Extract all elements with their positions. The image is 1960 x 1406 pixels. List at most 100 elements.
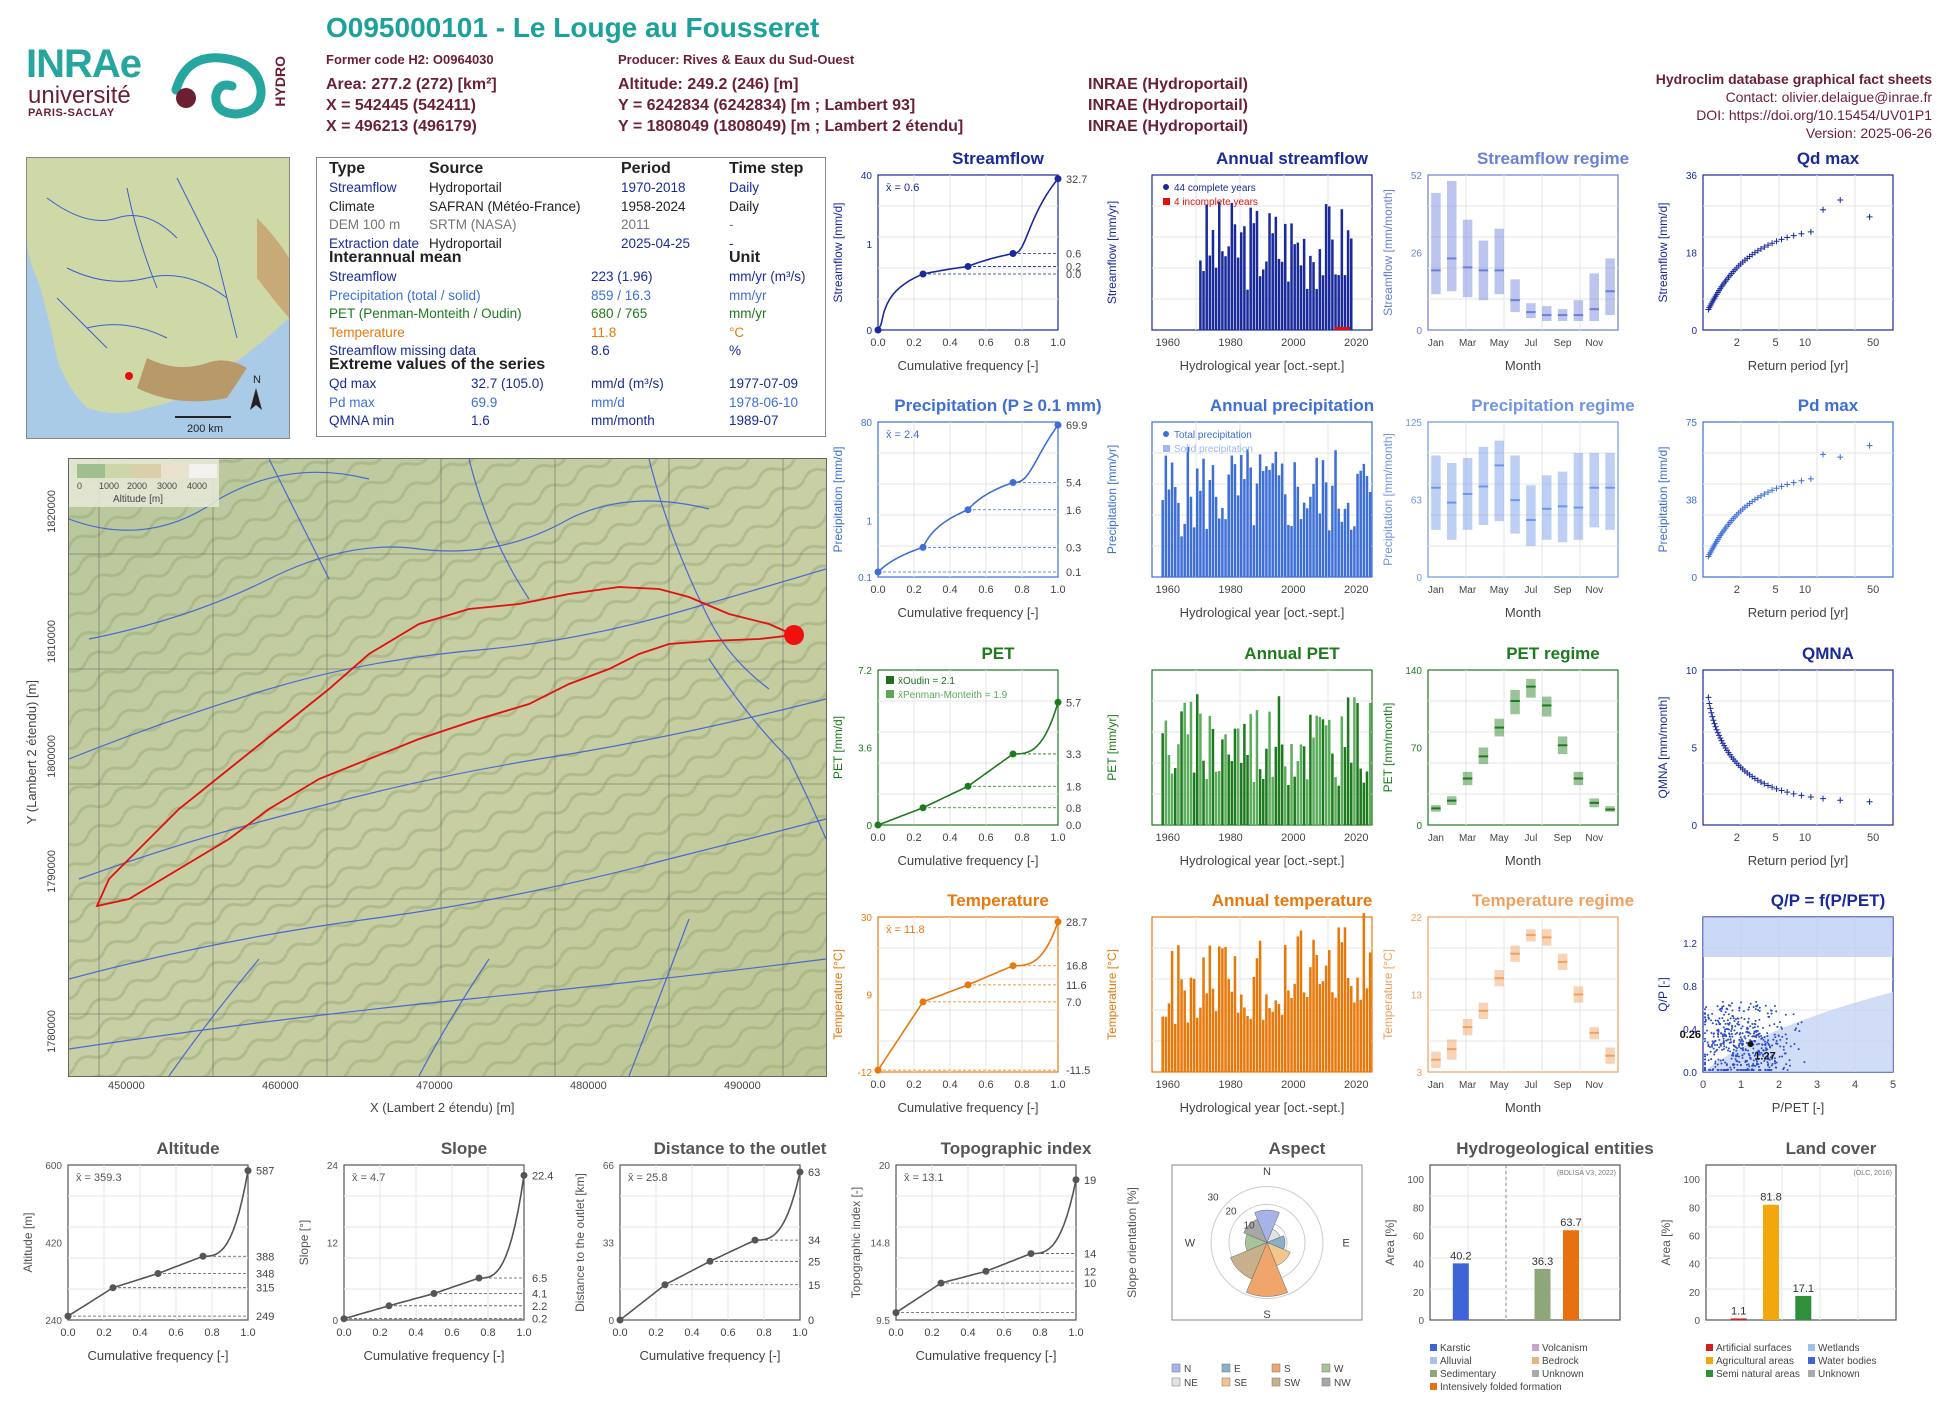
annual_flow-bar xyxy=(1321,275,1325,330)
annual_pet-bar xyxy=(1328,719,1331,825)
distance-right-label: 0 xyxy=(808,1315,814,1327)
qp-ratio-point xyxy=(1710,1058,1713,1061)
flow_regime-ylabel: Streamflow [mm/month] xyxy=(1381,189,1395,316)
annual_precip-bar xyxy=(1318,513,1322,577)
extreme-name-cell: QMNA min xyxy=(329,413,395,428)
annual_pet-bar xyxy=(1243,723,1246,825)
qp-ratio-point xyxy=(1741,1054,1744,1057)
universite-logo: université xyxy=(28,82,131,109)
qp-ratio-point xyxy=(1757,1034,1760,1037)
annual_precip-bar xyxy=(1368,491,1372,577)
qp-ratio-point xyxy=(1732,1054,1735,1057)
precip_regime-ylabel: Precipitation [mm/month] xyxy=(1381,433,1395,566)
annual_pet-bar xyxy=(1309,714,1312,825)
qp-ratio-point xyxy=(1730,1068,1733,1071)
annual_precip-bar xyxy=(1277,475,1281,577)
annual_temp-ylabel: Temperature [°C] xyxy=(1105,949,1119,1040)
map-ylabel: Y (Lambert 2 étendu) [m] xyxy=(24,680,39,825)
slope-quantile-point xyxy=(340,1315,348,1323)
annual_pet-bar xyxy=(1177,744,1180,825)
info-type-cell: Streamflow xyxy=(329,180,397,195)
pet_regime-month-tick: May xyxy=(1490,833,1509,844)
qmna-ytick: 5 xyxy=(1691,744,1697,755)
qp-ratio-point xyxy=(1766,1064,1769,1067)
map-legend-title: Altitude [m] xyxy=(113,494,163,505)
qp-ratio-point xyxy=(1734,1018,1737,1021)
annual_flow-bar xyxy=(1350,238,1353,330)
altitude-ytick: 600 xyxy=(45,1161,62,1172)
annual_pet-bar xyxy=(1224,734,1227,825)
svg-text:2000: 2000 xyxy=(127,481,147,491)
annual_precip-bar xyxy=(1243,479,1246,577)
precip-xtick: 0.8 xyxy=(1014,584,1029,596)
qp-ratio-point xyxy=(1736,1017,1739,1020)
qp-ratio-point xyxy=(1779,1038,1782,1041)
qd_max-point xyxy=(1757,245,1764,252)
minimap-scale: 200 km xyxy=(187,423,223,435)
qp-ratio-point xyxy=(1726,1069,1729,1071)
qmna-ylabel: QMNA [mm/month] xyxy=(1656,696,1670,798)
streamflow-quantile-point xyxy=(874,326,882,334)
qp-ratio-point xyxy=(1752,1032,1755,1035)
temp-quantile-point xyxy=(1009,962,1017,970)
annual_temp-bar xyxy=(1170,950,1174,1072)
pd_max-point xyxy=(1866,442,1873,449)
qp-ratio-point xyxy=(1779,1045,1782,1048)
qp-ratio-point xyxy=(1706,1029,1709,1032)
qp-ratio-point xyxy=(1758,1032,1761,1035)
qp-ratio-point xyxy=(1719,1043,1722,1046)
temp_regime-month-tick: Jan xyxy=(1428,1080,1444,1091)
aspect-ylabel: Slope orientation [%] xyxy=(1125,1187,1139,1298)
qp-ratio-point xyxy=(1738,1033,1741,1036)
qd_max-title: Qd max xyxy=(1796,149,1860,168)
mean-name-cell: Streamflow xyxy=(329,269,397,284)
qp-ratio-point xyxy=(1755,1000,1758,1003)
qp-ratio-point xyxy=(1752,1064,1755,1067)
qp-ratio-point xyxy=(1789,1045,1792,1048)
annual_precip-xtick: 2020 xyxy=(1344,584,1368,596)
topo_index-xlabel: Cumulative frequency [-] xyxy=(916,1348,1057,1363)
distance-xlabel: Cumulative frequency [-] xyxy=(640,1348,781,1363)
qp-ratio-annot-x: 1.27 xyxy=(1754,1051,1775,1063)
pd_max-ytick: 75 xyxy=(1686,418,1698,429)
precip-xtick: 0.2 xyxy=(906,584,921,596)
doi[interactable]: DOI: https://doi.org/10.15454/UV01P1 xyxy=(1696,107,1932,123)
topo_index-quantile-point xyxy=(892,1309,900,1317)
pet_regime-xlabel: Month xyxy=(1505,853,1541,868)
temp-xtick: 0.6 xyxy=(978,1079,993,1091)
qp-ratio-point xyxy=(1760,1051,1763,1054)
annual_precip-bar xyxy=(1343,508,1347,577)
annual_pet-bar xyxy=(1306,779,1309,825)
annual_precip-bar xyxy=(1353,526,1356,577)
landcover-bar-label: 17.1 xyxy=(1793,1283,1814,1295)
contact[interactable]: Contact: olivier.delaigue@inrae.fr xyxy=(1725,89,1932,105)
annual_temp-bar xyxy=(1246,1015,1249,1072)
annual_pet-bar xyxy=(1340,716,1344,825)
qp-ratio-point xyxy=(1712,1032,1715,1035)
temp-ytick: -12 xyxy=(858,1068,873,1079)
mean-unit-cell: mm/yr xyxy=(729,287,767,303)
annual_flow-legend-1: 44 complete years xyxy=(1174,183,1256,194)
qp-ratio-point xyxy=(1721,1033,1724,1036)
qp-ratio-point xyxy=(1755,1034,1758,1037)
aspect-dir-label: E xyxy=(1342,1238,1349,1250)
qp-ratio-point xyxy=(1722,1026,1725,1029)
qp-ratio-point xyxy=(1714,1060,1717,1063)
annual_precip-bar xyxy=(1252,525,1256,577)
qp-ratio-point xyxy=(1704,1069,1706,1071)
qp-ratio-point xyxy=(1783,1066,1786,1069)
distance-quantile-point xyxy=(796,1168,804,1176)
aspect-sector xyxy=(1254,1209,1280,1244)
qp-ratio-point xyxy=(1735,1049,1738,1052)
mean-unit-cell: mm/yr xyxy=(729,306,767,321)
extreme-date-cell: 1977-07-09 xyxy=(729,376,799,391)
mean-name-cell: Streamflow missing data xyxy=(329,343,477,358)
qp-ratio-point xyxy=(1707,1059,1710,1062)
annual_flow-bar xyxy=(1340,209,1344,330)
annual_temp-bar xyxy=(1353,1002,1356,1072)
streamflow-ytick: 40 xyxy=(861,171,873,182)
header-right-block: Hydroclim database graphical fact sheets… xyxy=(1656,70,1932,142)
qmna-point xyxy=(1820,795,1827,802)
streamflow-ytick: 0 xyxy=(866,326,872,337)
